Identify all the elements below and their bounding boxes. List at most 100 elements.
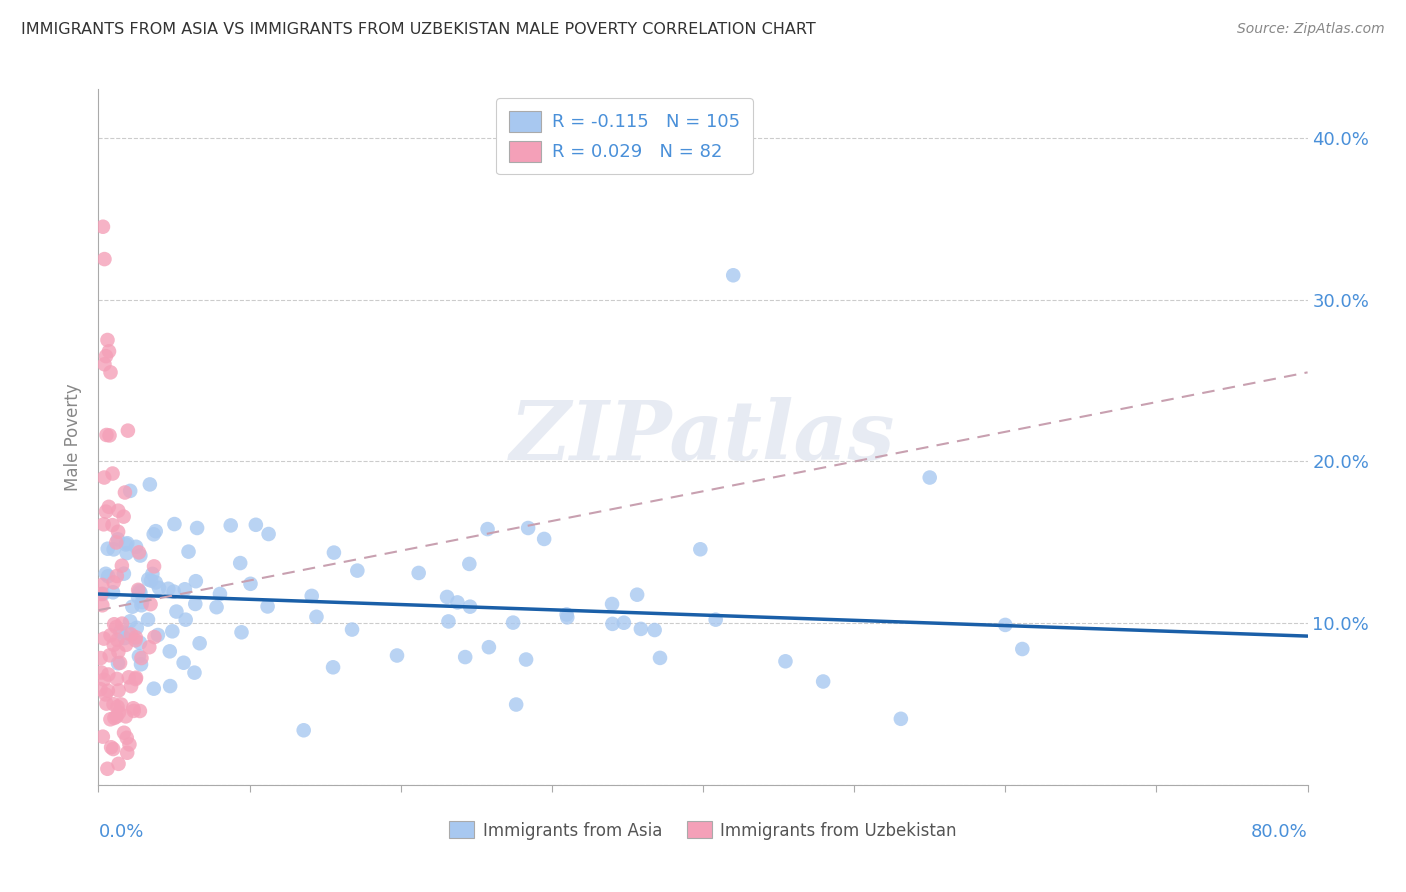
Point [477,522,499,536]
Point [346,564,368,578]
Point [97,541,120,556]
Point [115,638,138,652]
Point [517,521,540,535]
Point [97,683,120,698]
Point [322,545,344,559]
Point [515,652,537,666]
Point [105,569,128,583]
Point [174,613,197,627]
Point [125,621,148,635]
Point [890,712,912,726]
Point [613,615,636,630]
Point [146,628,169,642]
Point [118,738,141,752]
Point [90,665,112,680]
Point [114,485,136,500]
Point [918,470,941,484]
Point [108,656,131,670]
Point [120,627,142,641]
Point [127,590,149,604]
Point [184,597,207,611]
Point [626,588,648,602]
Point [128,583,150,598]
Point [91,730,114,744]
Point [502,615,524,630]
Point [98,344,121,359]
Point [256,599,278,614]
Point [811,674,834,689]
Point [96,697,118,711]
Point [103,617,125,632]
Point [96,333,118,347]
Point [555,607,578,622]
Point [100,740,122,755]
Point [129,549,152,563]
Text: ZIPatlas: ZIPatlas [510,397,896,477]
Point [143,559,166,574]
Point [107,533,129,547]
Point [292,723,315,738]
Point [602,616,624,631]
Point [112,725,135,739]
Legend: Immigrants from Asia, Immigrants from Uzbekistan: Immigrants from Asia, Immigrants from Uz… [443,814,963,847]
Point [100,712,122,726]
Point [775,654,797,668]
Point [122,701,145,715]
Point [162,624,184,639]
Point [93,673,115,687]
Point [120,679,142,693]
Text: IMMIGRANTS FROM ASIA VS IMMIGRANTS FROM UZBEKISTAN MALE POVERTY CORRELATION CHAR: IMMIGRANTS FROM ASIA VS IMMIGRANTS FROM … [21,22,815,37]
Point [131,595,153,609]
Point [103,638,125,652]
Point [129,657,152,672]
Point [408,566,430,580]
Point [122,704,145,718]
Point [93,517,115,532]
Point [533,532,555,546]
Point [111,558,134,573]
Point [163,584,186,599]
Point [231,625,253,640]
Point [94,688,117,702]
Point [103,575,125,590]
Point [100,365,122,379]
Point [117,626,139,640]
Point [105,535,128,549]
Point [704,613,727,627]
Point [143,630,166,644]
Point [105,709,128,723]
Point [124,633,146,648]
Point [120,483,142,498]
Point [648,651,671,665]
Point [108,706,131,720]
Point [114,709,136,723]
Point [478,640,501,655]
Point [173,656,195,670]
Point [136,573,159,587]
Point [437,615,460,629]
Point [229,556,252,570]
Point [630,622,652,636]
Point [91,599,114,613]
Point [128,649,150,664]
Point [458,599,481,614]
Point [105,620,128,634]
Point [139,477,162,491]
Point [101,585,124,599]
Point [305,609,328,624]
Point [90,651,112,665]
Point [145,524,167,538]
Point [1011,642,1033,657]
Point [94,349,117,363]
Point [111,616,134,631]
Point [108,624,131,639]
Point [93,357,115,371]
Point [114,631,136,645]
Point [118,670,141,684]
Point [340,623,363,637]
Point [125,671,148,685]
Point [103,711,125,725]
Point [446,595,468,609]
Point [245,517,267,532]
Point [96,428,118,442]
